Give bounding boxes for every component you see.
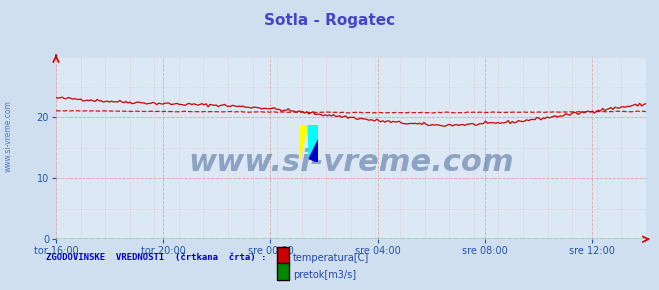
Text: ZGODOVINSKE  VREDNOSTI  (črtkana  črta) :: ZGODOVINSKE VREDNOSTI (črtkana črta) : bbox=[46, 253, 266, 262]
Polygon shape bbox=[300, 125, 308, 159]
Text: www.si-vreme.com: www.si-vreme.com bbox=[188, 148, 514, 177]
Text: Sotla - Rogatec: Sotla - Rogatec bbox=[264, 13, 395, 28]
Polygon shape bbox=[308, 125, 318, 159]
Polygon shape bbox=[309, 140, 318, 162]
Text: www.si-vreme.com: www.si-vreme.com bbox=[3, 100, 13, 172]
Text: temperatura[C]: temperatura[C] bbox=[293, 253, 370, 263]
Text: pretok[m3/s]: pretok[m3/s] bbox=[293, 269, 357, 280]
